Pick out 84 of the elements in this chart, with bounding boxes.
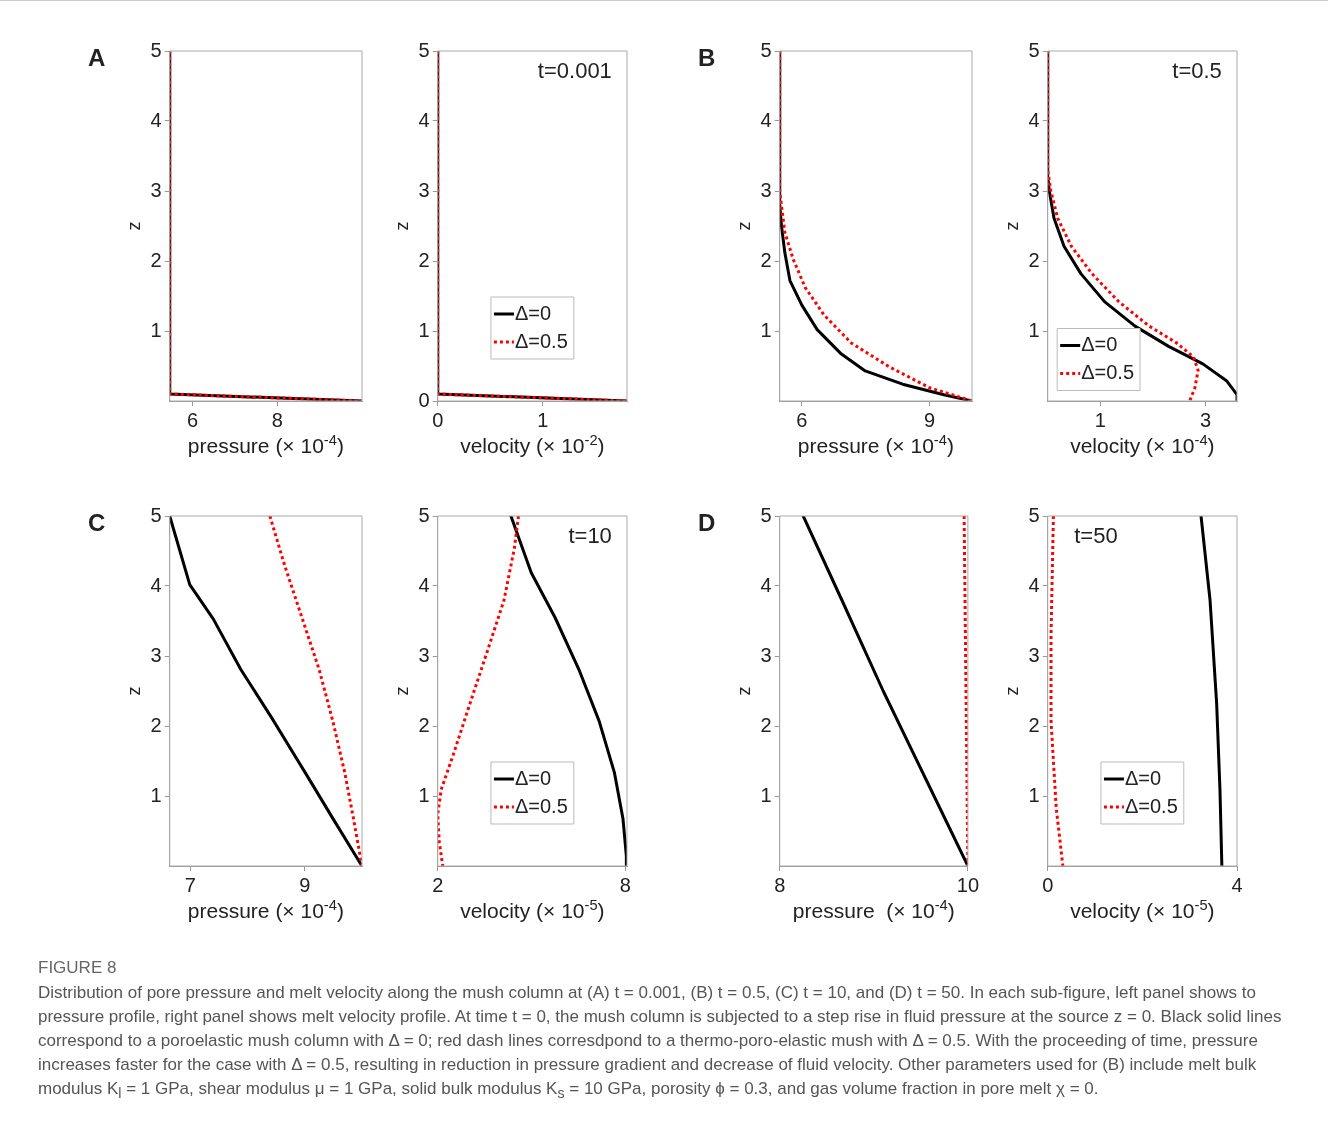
y-tick-label: 3	[1028, 643, 1040, 666]
chart-title: A	[88, 43, 106, 71]
x-tick-label: 8	[271, 408, 283, 431]
y-axis-title: z	[123, 221, 144, 231]
legend-label: Δ=0.5	[1124, 794, 1178, 817]
legend-label: Δ=0	[1081, 333, 1118, 356]
y-tick-label: 3	[150, 178, 162, 201]
y-tick-label: 3	[1028, 178, 1040, 201]
x-tick-label: 6	[187, 408, 199, 431]
legend-label: Δ=0.5	[514, 794, 568, 817]
y-tick-label: 1	[418, 318, 430, 341]
y-tick-label: 3	[418, 643, 430, 666]
y-tick-label: 2	[760, 248, 772, 271]
legend-label: Δ=0	[514, 301, 552, 324]
y-tick-label: 1	[418, 783, 430, 806]
y-tick-label: 3	[760, 178, 772, 201]
y-tick-label: 4	[150, 108, 162, 131]
y-tick-label: 5	[418, 38, 430, 61]
y-tick-label: 2	[418, 713, 430, 736]
x-tick-label: 1	[1094, 408, 1106, 431]
text: FIGURE 8	[38, 957, 118, 979]
legend-label: Δ=0	[514, 766, 552, 789]
y-tick-label: 2	[1028, 248, 1040, 271]
y-tick-label: 1	[1028, 783, 1040, 806]
y-axis-title: z	[391, 686, 412, 696]
legend-label: Δ=0.5	[1081, 361, 1135, 384]
x-tick-label: 7	[184, 873, 196, 896]
y-tick-label: 5	[760, 503, 772, 526]
x-tick-label: 4	[1231, 873, 1243, 896]
y-axis-title: z	[733, 221, 754, 231]
annotation: t=0.5	[1172, 58, 1222, 84]
annotation: t=10	[568, 523, 612, 549]
y-tick-label: 5	[150, 503, 162, 526]
legend-label: Δ=0	[1124, 766, 1162, 789]
y-tick-label: 1	[760, 783, 772, 806]
y-tick-label: 4	[1028, 108, 1040, 131]
annotation: t=0.001	[537, 58, 612, 84]
chart-title: C	[88, 508, 106, 536]
x-tick-label: 3	[1199, 408, 1212, 431]
x-tick-label: 8	[774, 873, 786, 896]
y-tick-label: 4	[418, 573, 430, 596]
y-tick-label: 4	[760, 573, 772, 596]
y-tick-label: 4	[760, 108, 772, 131]
y-tick-label: 0	[418, 388, 430, 411]
line-series	[268, 516, 362, 866]
x-tick-label: 9	[299, 873, 311, 896]
y-tick-label: 2	[150, 248, 162, 271]
legend-label: Δ=0.5	[514, 329, 568, 352]
y-tick-label: 4	[418, 108, 430, 131]
y-axis-title: z	[391, 221, 412, 231]
x-tick-label: 0	[432, 408, 444, 431]
y-tick-label: 4	[1028, 573, 1040, 596]
y-tick-label: 3	[150, 643, 162, 666]
y-tick-label: 1	[760, 318, 772, 341]
y-tick-label: 5	[1028, 503, 1040, 526]
y-tick-label: 1	[150, 318, 162, 341]
y-tick-label: 2	[150, 713, 162, 736]
y-tick-label: 3	[760, 643, 772, 666]
chart-title: B	[698, 43, 716, 71]
y-tick-label: 2	[760, 713, 772, 736]
x-tick-label: 0	[1042, 873, 1054, 896]
y-tick-label: 5	[150, 38, 162, 61]
x-tick-label: 6	[796, 408, 808, 431]
x-tick-label: 1	[537, 408, 549, 431]
x-tick-label: 10	[956, 873, 979, 896]
y-axis-title: z	[1001, 686, 1022, 696]
y-tick-label: 5	[418, 503, 430, 526]
y-axis-title: z	[123, 686, 144, 696]
y-tick-label: 2	[418, 248, 430, 271]
y-tick-label: 1	[150, 783, 162, 806]
y-tick-label: 5	[760, 38, 772, 61]
y-axis-title: z	[1001, 221, 1022, 231]
annotation: t=50	[1074, 523, 1118, 549]
chart-title: D	[698, 508, 716, 536]
y-tick-label: 3	[418, 178, 430, 201]
y-tick-label: 2	[1028, 713, 1040, 736]
text: Distribution of pore pressure and melt velocity along the mush column at (A) t = 0.001, (B) t = 0.5, (C) t = 10, and (D) t = 50. In each sub-figure, left panel shows to pressure profile, right panel shows melt velocity profile. At time t = 0, the mush column is subjected to a step rise in fluid pressure at the source z = 0. Black solid lines correspond to a poroelastic mush column with Δ = 0; red dash lines corresdpond to a thermo-poro-elastic mush with Δ = 0.5. With the proceeding of time, pressure increases faster for the case with Δ = 0.5, resulting in reduction in pressure gradient and decrease of fluid velocity. Other parameters used for (B) include melt bulk modulus K$_{l}$ = 1 GPa, shear modulus μ = 1 GPa, solid bulk modulus K$_{s}$ = 10 GPa, porosity ϕ = 0.3, and gas volume fraction in pore melt χ = 0.	[38, 983, 1282, 1102]
x-tick-label: 2	[432, 873, 444, 896]
y-axis-title: z	[733, 686, 754, 696]
y-tick-label: 5	[1028, 38, 1040, 61]
y-tick-label: 4	[150, 573, 162, 596]
x-tick-label: 9	[923, 408, 936, 431]
y-tick-label: 1	[1028, 318, 1040, 341]
x-tick-label: 8	[619, 873, 631, 896]
